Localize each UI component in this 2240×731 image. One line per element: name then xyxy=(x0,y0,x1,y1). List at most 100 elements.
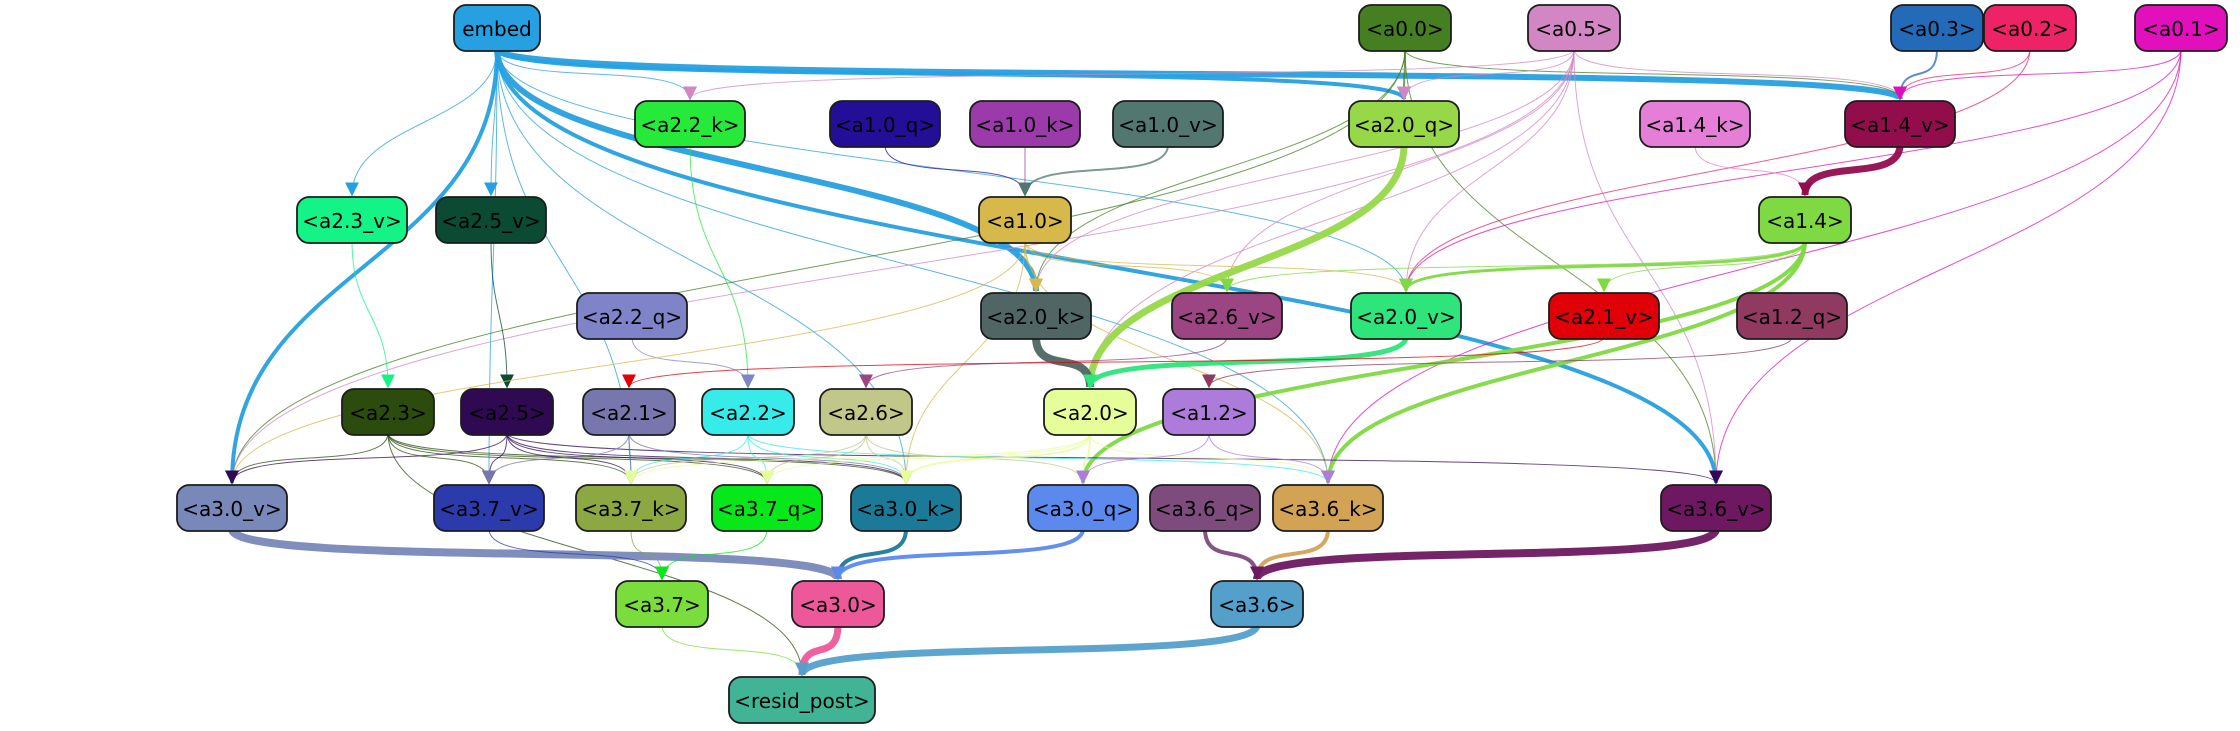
edge-a0_5-to-a2_0_v xyxy=(1399,48,1575,293)
node-a2-5-v[interactable]: <a2.5_v> xyxy=(435,196,547,244)
edge-a1_4-to-a3_6_k xyxy=(1321,240,1807,485)
node-a3-7-v[interactable]: <a3.7_v> xyxy=(433,484,545,532)
node-box xyxy=(615,580,709,628)
node-box xyxy=(728,676,876,724)
node-a2-1-v[interactable]: <a2.1_v> xyxy=(1548,292,1660,340)
node-label: <a1.0_v> xyxy=(1118,113,1217,137)
node-a3-6-q[interactable]: <a3.6_q> xyxy=(1149,484,1261,532)
node-a3-6[interactable]: <a3.6> xyxy=(1210,580,1304,628)
node-label: <a1.2> xyxy=(1170,401,1248,425)
node-label: <a3.7_k> xyxy=(581,497,680,521)
node-a1-0-k[interactable]: <a1.0_k> xyxy=(969,100,1081,148)
edge-a2_5-to-a3_0_v xyxy=(225,432,508,485)
node-a1-4[interactable]: <a1.4> xyxy=(1758,196,1852,244)
node-resid-post[interactable]: <resid_post> xyxy=(728,676,876,724)
edge-a1_4-to-a2_6_v xyxy=(1220,240,1806,293)
node-a2-2-q[interactable]: <a2.2_q> xyxy=(576,292,688,340)
node-a3-0-k[interactable]: <a3.0_k> xyxy=(850,484,962,532)
node-a0-0[interactable]: <a0.0> xyxy=(1358,4,1452,52)
node-box xyxy=(1348,100,1460,148)
node-a2-3-v[interactable]: <a2.3_v> xyxy=(296,196,408,244)
node-a3-0-v[interactable]: <a3.0_v> xyxy=(176,484,288,532)
node-label: <a0.2> xyxy=(1991,17,2069,41)
edge-a1_2_q-to-a1_2 xyxy=(1202,336,1793,389)
edge-a3_7_v-to-a3_7 xyxy=(488,528,669,581)
edge-a1_4-to-a3_0_q xyxy=(1076,240,1807,485)
node-a0-5[interactable]: <a0.5> xyxy=(1527,4,1621,52)
node-a1-0-q[interactable]: <a1.0_q> xyxy=(829,100,941,148)
node-a1-0[interactable]: <a1.0> xyxy=(978,196,1072,244)
node-a0-1[interactable]: <a0.1> xyxy=(2134,4,2228,52)
node-label: <a0.3> xyxy=(1898,17,1976,41)
node-label: <a3.0> xyxy=(799,593,877,617)
edge-a2_0_v-to-a2_0 xyxy=(1083,336,1409,389)
node-box xyxy=(969,100,1081,148)
node-a2-0-q[interactable]: <a2.0_q> xyxy=(1348,100,1460,148)
node-a2-2-k[interactable]: <a2.2_k> xyxy=(634,100,746,148)
edge-a0_5-to-a2_2_k xyxy=(683,48,1575,101)
node-a3-7-k[interactable]: <a3.7_k> xyxy=(575,484,687,532)
node-box xyxy=(575,484,687,532)
node-box xyxy=(1358,4,1452,52)
node-box xyxy=(1210,580,1304,628)
node-a2-3[interactable]: <a2.3> xyxy=(341,388,435,436)
node-box xyxy=(819,388,913,436)
edge-a3_0_q-to-a3_0 xyxy=(831,528,1085,581)
node-a2-1[interactable]: <a2.1> xyxy=(582,388,676,436)
node-a2-0-k[interactable]: <a2.0_k> xyxy=(980,292,1092,340)
edge-a2_3_v-to-a2_3 xyxy=(351,240,395,389)
node-label: <a3.7_q> xyxy=(717,497,817,521)
node-label: embed xyxy=(462,17,531,41)
node-box xyxy=(1350,292,1462,340)
node-a0-2[interactable]: <a0.2> xyxy=(1983,4,2077,52)
node-box xyxy=(296,196,408,244)
node-a3-6-v[interactable]: <a3.6_v> xyxy=(1660,484,1772,532)
node-embed[interactable]: embed xyxy=(453,4,541,52)
edge-a3_6-to-resid_post xyxy=(795,623,1261,677)
node-a2-6-v[interactable]: <a2.6_v> xyxy=(1171,292,1283,340)
node-box xyxy=(1043,388,1137,436)
edge-a2_1-to-a3_7_v xyxy=(482,432,630,485)
edge-embed-to-a3_6_k xyxy=(496,48,1335,485)
node-a3-7-q[interactable]: <a3.7_q> xyxy=(711,484,823,532)
node-box xyxy=(1890,4,1984,52)
node-label: <a3.6> xyxy=(1218,593,1296,617)
node-box xyxy=(2134,4,2228,52)
node-a1-4-k[interactable]: <a1.4_k> xyxy=(1639,100,1751,148)
edge-a0_0-to-a3_0_v xyxy=(225,48,1406,485)
node-a3-0[interactable]: <a3.0> xyxy=(791,580,885,628)
edge-a1_4-to-a2_0_v xyxy=(1399,240,1807,293)
edge-a2_1_v-to-a2_1 xyxy=(622,336,1605,389)
node-label: <a1.2_q> xyxy=(1742,305,1842,329)
node-a3-6-k[interactable]: <a3.6_k> xyxy=(1272,484,1384,532)
node-a3-7[interactable]: <a3.7> xyxy=(615,580,709,628)
node-label: <a3.6_v> xyxy=(1666,497,1765,521)
node-a2-5[interactable]: <a2.5> xyxy=(460,388,554,436)
node-a2-6[interactable]: <a2.6> xyxy=(819,388,913,436)
edge-a0_3-to-a1_4_v xyxy=(1893,48,1938,101)
edge-a2_3-to-a3_7_k xyxy=(387,432,638,485)
node-label: <a2.0_k> xyxy=(986,305,1085,329)
node-a1-0-v[interactable]: <a1.0_v> xyxy=(1112,100,1224,148)
edge-a3_6_v-to-a3_6 xyxy=(1250,527,1720,581)
node-box xyxy=(1272,484,1384,532)
edge-embed-to-a3_6_v xyxy=(495,48,1723,485)
node-label: <a2.3_v> xyxy=(302,209,401,233)
node-a3-0-q[interactable]: <a3.0_q> xyxy=(1027,484,1139,532)
node-a1-2[interactable]: <a1.2> xyxy=(1162,388,1256,436)
edge-a1_0_v-to-a1_0 xyxy=(1018,144,1169,197)
edge-a2_0-to-a3_7_k xyxy=(624,432,1091,485)
node-a1-4-v[interactable]: <a1.4_v> xyxy=(1844,100,1956,148)
node-box xyxy=(453,4,541,52)
node-label: <a3.7_v> xyxy=(439,497,538,521)
node-a2-2[interactable]: <a2.2> xyxy=(701,388,795,436)
node-box xyxy=(582,388,676,436)
node-a2-0-v[interactable]: <a2.0_v> xyxy=(1350,292,1462,340)
edge-a2_5_v-to-a2_5 xyxy=(490,240,514,389)
node-a0-3[interactable]: <a0.3> xyxy=(1890,4,1984,52)
node-a1-2-q[interactable]: <a1.2_q> xyxy=(1736,292,1848,340)
node-a2-0[interactable]: <a2.0> xyxy=(1043,388,1137,436)
node-box xyxy=(701,388,795,436)
node-label: <a2.2_k> xyxy=(640,113,739,137)
